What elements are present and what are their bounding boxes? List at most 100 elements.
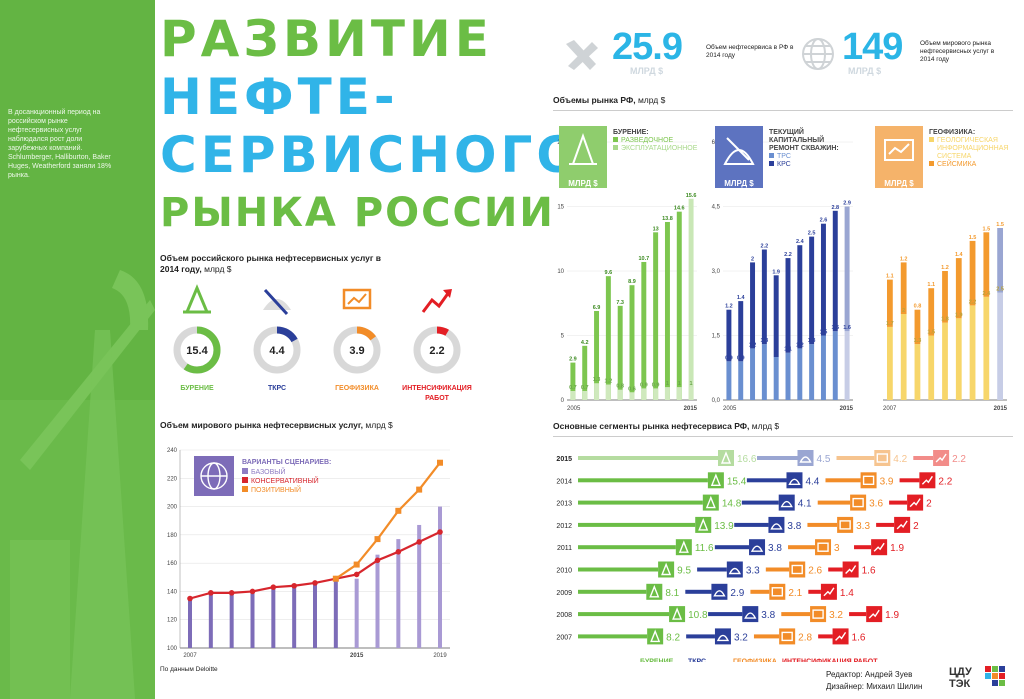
bar-label: 7.3 [616,300,624,306]
bar-label: 2.9 [843,201,851,207]
segment-bar [685,589,712,594]
stat-world-caption: Объем мирового рынка нефтесервисных услу… [920,40,995,63]
arrow-icon [909,498,921,508]
bar [629,392,635,400]
bar [983,232,990,297]
y-tick-label: 180 [167,533,178,539]
donuts-title: Объем российского рынка нефтесервисных у… [160,253,400,275]
bar-label: 4.2 [581,340,589,346]
point [291,582,297,589]
bar [738,361,744,400]
row-year: 2007 [556,634,572,641]
donut-value: 3.9 [349,345,364,357]
bar [955,258,962,319]
segment-bar [913,456,934,460]
world-bar [292,585,297,648]
bar-label: 1.4 [737,295,746,301]
segment-bar [750,589,770,594]
bar [761,249,767,345]
segment-value: 4.4 [805,476,819,487]
donut-label: ГЕОФИЗИКА [335,385,379,392]
segment-bar [578,456,718,460]
world-bar [396,539,401,648]
segment-icon-box [842,561,859,578]
legend-item: БАЗОВЫЙ [251,467,286,476]
world-bar [438,506,442,648]
x-tick-label: 2005 [723,406,737,412]
point [437,529,443,535]
stat-world-unit: МЛРД $ [848,66,882,76]
segment-bar [578,567,659,572]
x-tick-label: 2005 [567,406,581,412]
row-year: 2010 [556,568,572,575]
segment-legend: ИНТЕНСИФИКАЦИЯ РАБОТ [782,659,878,662]
segment-value: 15.4 [727,476,747,487]
stat-russia-caption: Объем нефтесервиса в РФ в 2014 году [706,44,794,59]
bar [773,275,779,357]
bar [942,271,948,323]
bar [605,276,611,400]
logo: ЦДУ ТЭК [949,666,972,690]
legend-item-line: ТРС [777,153,791,160]
donut-charts: 15.4 БУРЕНИЕ 4.4 ТКРС 3.9 ГЕОФИЗИКА 2.2 ИНТЕНСИ… [173,284,472,402]
bar-label: 1.2 [900,256,908,262]
bar [664,387,670,400]
bar-label: 0.8 [914,304,922,310]
y-tick-label: 140 [167,589,178,595]
drill-icon [710,473,721,486]
drill-icon [705,495,716,509]
segment-value: 11.6 [695,543,714,554]
segment-icon-box [907,494,924,511]
bar-label: 1 [775,351,778,357]
bar [928,288,935,336]
x-tick-label: 2015 [350,653,364,659]
bar [809,344,815,400]
monitor-icon [791,564,803,575]
x-tick-label: 2015 [840,406,854,412]
y-tick-label: 10 [557,269,564,275]
globe-icon [200,462,228,490]
legend-item: РАЗВЕДОЧНОЕ [621,137,674,144]
legend-item-line: РАЗВЕДОЧНОЕ [621,137,674,144]
segment-bar [757,456,798,460]
segment-value: 3.6 [869,499,883,510]
segment-bar [808,589,821,594]
drill-icon [183,284,211,314]
helmet-icon [744,612,757,619]
bar [726,309,732,362]
y-tick-label: 0,0 [712,398,721,404]
stat-russia-value: 25.9 [612,26,683,68]
drill-icon [720,451,732,464]
world-bar [208,592,213,648]
bar [820,335,826,400]
designer-credit: Дизайнер: Михаил Шилин [826,682,923,691]
y-tick-label: 0 [561,398,565,404]
bar-label: 1.1 [886,274,894,280]
point [416,486,423,493]
pumpjack-illustration [0,270,155,699]
chart-title: ГЕОФИЗИКА: [929,129,975,136]
segment-bar [836,456,875,460]
segment-icon-box [726,561,743,578]
world-chart-title: Объем мирового рынка нефтесервисных услу… [160,420,460,431]
segment-bar [578,545,676,550]
segment-bar [714,545,750,550]
sidebar: В досанкционный период на российском рын… [0,0,155,699]
bar-label: 2.5 [996,287,1004,293]
world-bar [250,591,255,648]
donut-label: ИНТЕНСИФИКАЦИЯ РАБОТ [402,385,472,402]
chart-title-line: ГЕОФИЗИКА: [929,129,975,136]
donut-value: 2.2 [429,345,444,357]
bar [641,388,647,400]
bar [617,389,623,400]
y-tick-label: 1,5 [712,334,721,340]
segment-bar [876,522,895,527]
segment-value: 3.2 [734,632,748,643]
title-line-1: РАЗВИТИЕ [160,10,493,68]
bar [886,279,893,327]
arrow-icon [421,289,452,313]
bar-label: 1.7 [886,321,894,327]
x-tick-label: 2007 [183,653,197,659]
chart-title-line: БУРЕНИЕ: [613,129,649,136]
bar-label: 2.4 [796,239,805,245]
